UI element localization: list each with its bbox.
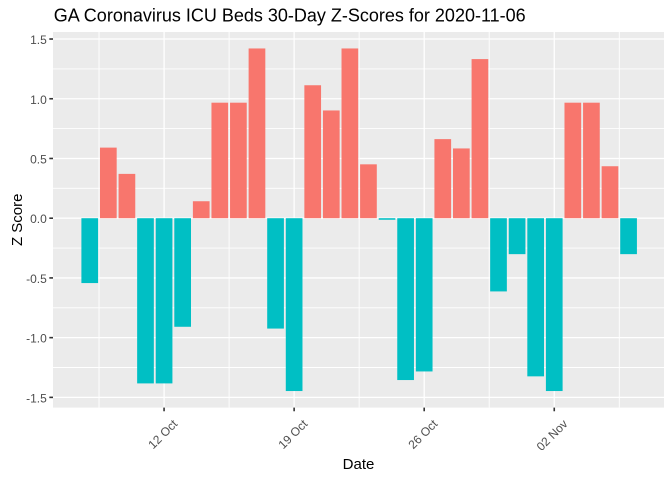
svg-text:1.0: 1.0 [30, 93, 47, 107]
svg-text:-1.0: -1.0 [26, 332, 47, 346]
svg-text:0.5: 0.5 [30, 152, 47, 166]
svg-text:-1.5: -1.5 [26, 391, 47, 405]
svg-text:0.0: 0.0 [30, 212, 47, 226]
svg-text:Z Score: Z Score [9, 194, 26, 247]
svg-text:GA Coronavirus ICU Beds 30-Day: GA Coronavirus ICU Beds 30-Day Z-Scores … [54, 6, 526, 26]
svg-text:-0.5: -0.5 [26, 272, 47, 286]
svg-text:1.5: 1.5 [30, 33, 47, 47]
svg-text:Date: Date [343, 456, 375, 473]
